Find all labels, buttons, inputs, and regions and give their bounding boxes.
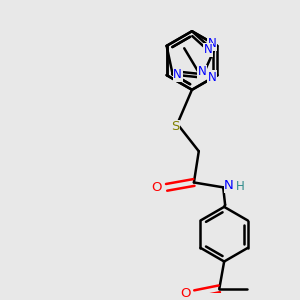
Text: N: N — [224, 179, 234, 192]
Text: O: O — [180, 287, 190, 300]
Text: H: H — [236, 180, 245, 193]
Text: O: O — [152, 181, 162, 194]
Text: N: N — [197, 65, 206, 78]
Text: N: N — [203, 43, 212, 56]
Text: S: S — [171, 120, 180, 133]
Text: N: N — [208, 70, 217, 84]
Text: N: N — [208, 38, 217, 50]
Text: N: N — [173, 68, 182, 81]
